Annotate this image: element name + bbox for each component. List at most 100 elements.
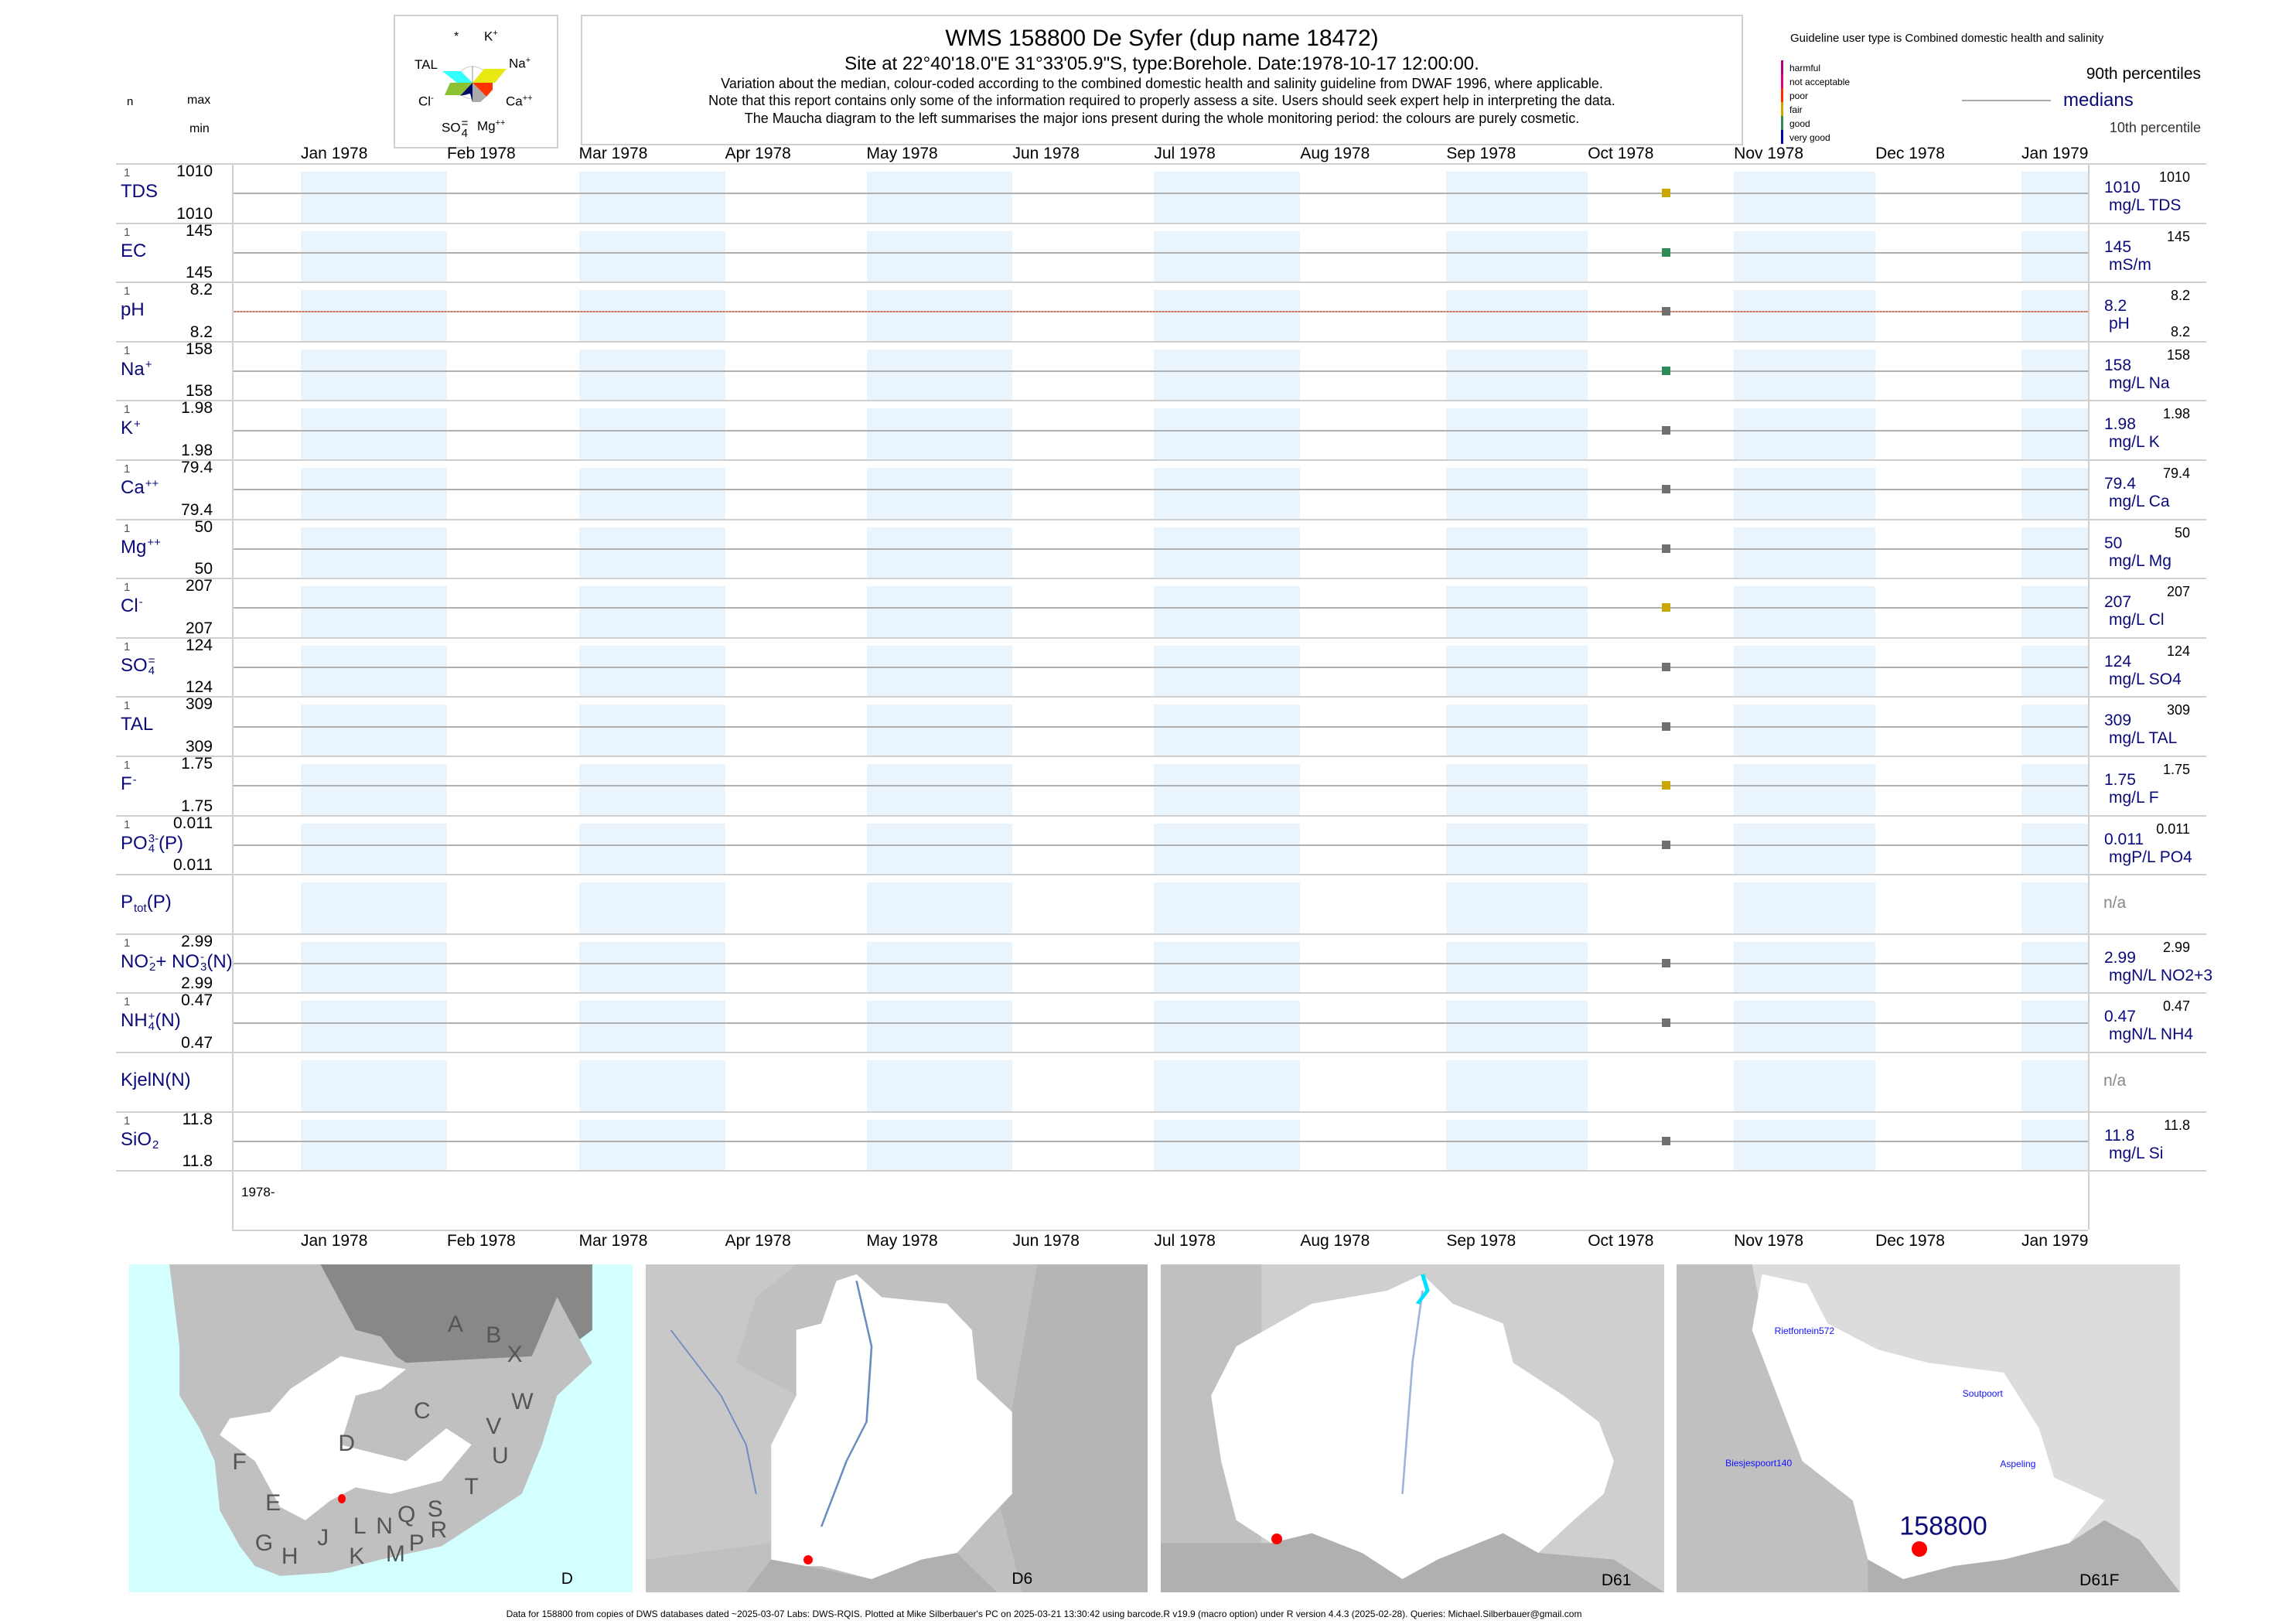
site-id-label: 158800 [1899, 1511, 1987, 1541]
month-label-top: Nov 1978 [1734, 145, 1804, 162]
month-label-top: Sep 1978 [1446, 145, 1516, 162]
month-band [1446, 764, 1588, 815]
maucha-ca [473, 83, 493, 97]
month-band [1734, 882, 1876, 933]
median-value: 309 [2104, 711, 2132, 730]
page-title: WMS 158800 De Syfer (dup name 18472) [945, 26, 1379, 51]
month-label-top: Apr 1978 [725, 145, 791, 162]
month-band [866, 527, 1013, 578]
month-band [578, 172, 725, 223]
sample-point[interactable] [1661, 1018, 1670, 1027]
sample-count: 1 [124, 936, 131, 950]
unit-label: mg/L Mg [2109, 551, 2171, 570]
month-band [1154, 1001, 1301, 1052]
site-marker[interactable] [1911, 1541, 1927, 1557]
value-na: n/a [2103, 894, 2127, 913]
sample-count: 1 [124, 1114, 131, 1128]
row-separator [116, 459, 2206, 461]
p10-value: 8.2 [2170, 323, 2190, 339]
min-value: 158 [185, 382, 213, 401]
map-label: D61 [1601, 1571, 1632, 1589]
p90-value: 158 [2166, 346, 2190, 363]
catchment-letter: D [338, 1431, 356, 1457]
max-value: 207 [185, 577, 213, 595]
site-marker[interactable] [337, 1493, 346, 1503]
month-band [578, 290, 725, 341]
sample-point[interactable] [1661, 663, 1670, 672]
max-value: 0.011 [173, 814, 213, 832]
month-band [2021, 941, 2088, 993]
guideline-text: Guideline user type is Combined domestic… [1790, 32, 2104, 45]
site-marker[interactable] [803, 1554, 814, 1564]
month-label-top: Jan 1978 [301, 145, 368, 162]
sample-point[interactable] [1661, 485, 1670, 494]
sample-point[interactable] [1661, 247, 1670, 257]
month-band [578, 468, 725, 519]
sample-point[interactable] [1661, 189, 1670, 198]
note-maucha: The Maucha diagram to the left summarise… [744, 111, 1580, 126]
map-d61[interactable]: D61 [1161, 1264, 1664, 1592]
sample-point[interactable] [1661, 307, 1670, 316]
month-band [1446, 527, 1588, 578]
month-band [1734, 645, 1876, 697]
maucha-label-star: * [454, 30, 459, 43]
note-disclaimer: Note that this report contains only some… [708, 93, 1615, 108]
sample-count: 1 [124, 462, 131, 476]
month-band [1446, 941, 1588, 993]
max-value: 0.47 [181, 991, 213, 1010]
month-band [1154, 941, 1301, 993]
map-d61f[interactable]: Rietfontein572 Soutpoort Aspeling Biesjespo… [1677, 1264, 2180, 1592]
sample-point[interactable] [1661, 722, 1670, 731]
site-marker[interactable] [1271, 1534, 1282, 1545]
month-band [578, 408, 725, 459]
footer-text: Data for 158800 from copies of DWS datab… [506, 1609, 1582, 1619]
median-value: 11.8 [2104, 1126, 2135, 1145]
map-d6[interactable]: D6 [646, 1264, 1148, 1592]
month-label-bottom: Nov 1978 [1734, 1232, 1804, 1250]
row-separator [116, 814, 2206, 817]
sample-point[interactable] [1661, 425, 1670, 435]
month-band [866, 941, 1013, 993]
min-value: 207 [185, 619, 213, 637]
month-band [301, 527, 447, 578]
maucha-na [473, 69, 507, 83]
p90-value: 0.011 [2156, 821, 2190, 837]
month-label-top: Dec 1978 [1875, 145, 1945, 162]
catchment-letter: F [232, 1449, 247, 1476]
median-line [232, 370, 2088, 373]
sample-point[interactable] [1661, 603, 1670, 612]
parameter-name: PO 3- 4 (P) [121, 832, 184, 856]
catchment-letter: E [265, 1489, 281, 1516]
sample-point[interactable] [1661, 840, 1670, 849]
row-separator [116, 281, 2206, 284]
month-band [866, 705, 1013, 756]
month-band [578, 941, 725, 993]
median-value: 145 [2104, 237, 2132, 256]
min-value: 0.011 [173, 856, 213, 875]
parameter-name: Mg ++ [121, 536, 161, 558]
max-value: 1010 [176, 162, 213, 180]
sample-point[interactable] [1661, 1136, 1670, 1145]
month-band [578, 1119, 725, 1171]
sample-point[interactable] [1661, 781, 1670, 790]
catchment-letter: T [464, 1474, 479, 1500]
max-value: 8.2 [189, 281, 213, 299]
sample-count: 1 [124, 817, 131, 831]
median-line [232, 1022, 2088, 1024]
guideline-class-label: fair [1789, 104, 1803, 115]
sample-point[interactable] [1661, 544, 1670, 553]
maucha-label-na: Na+ [509, 56, 531, 71]
month-band [1446, 290, 1588, 341]
place-label: Biesjespoort140 [1725, 1457, 1793, 1469]
sample-point[interactable] [1661, 959, 1670, 968]
parameter-row: PO 3- 4 (P) 1 0.011 0.011 0.011 mgP/L PO4 0.011 [0, 815, 2296, 875]
parameter-name: TAL [121, 714, 154, 735]
median-value: 124 [2104, 652, 2132, 670]
month-label-bottom: May 1978 [866, 1232, 938, 1250]
sample-point[interactable] [1661, 367, 1670, 376]
month-band [1734, 823, 1876, 875]
month-band [1154, 527, 1301, 578]
median-line [232, 963, 2088, 965]
parameter-row: Na + 1 158 158 158 mg/L Na 158 [0, 341, 2296, 401]
